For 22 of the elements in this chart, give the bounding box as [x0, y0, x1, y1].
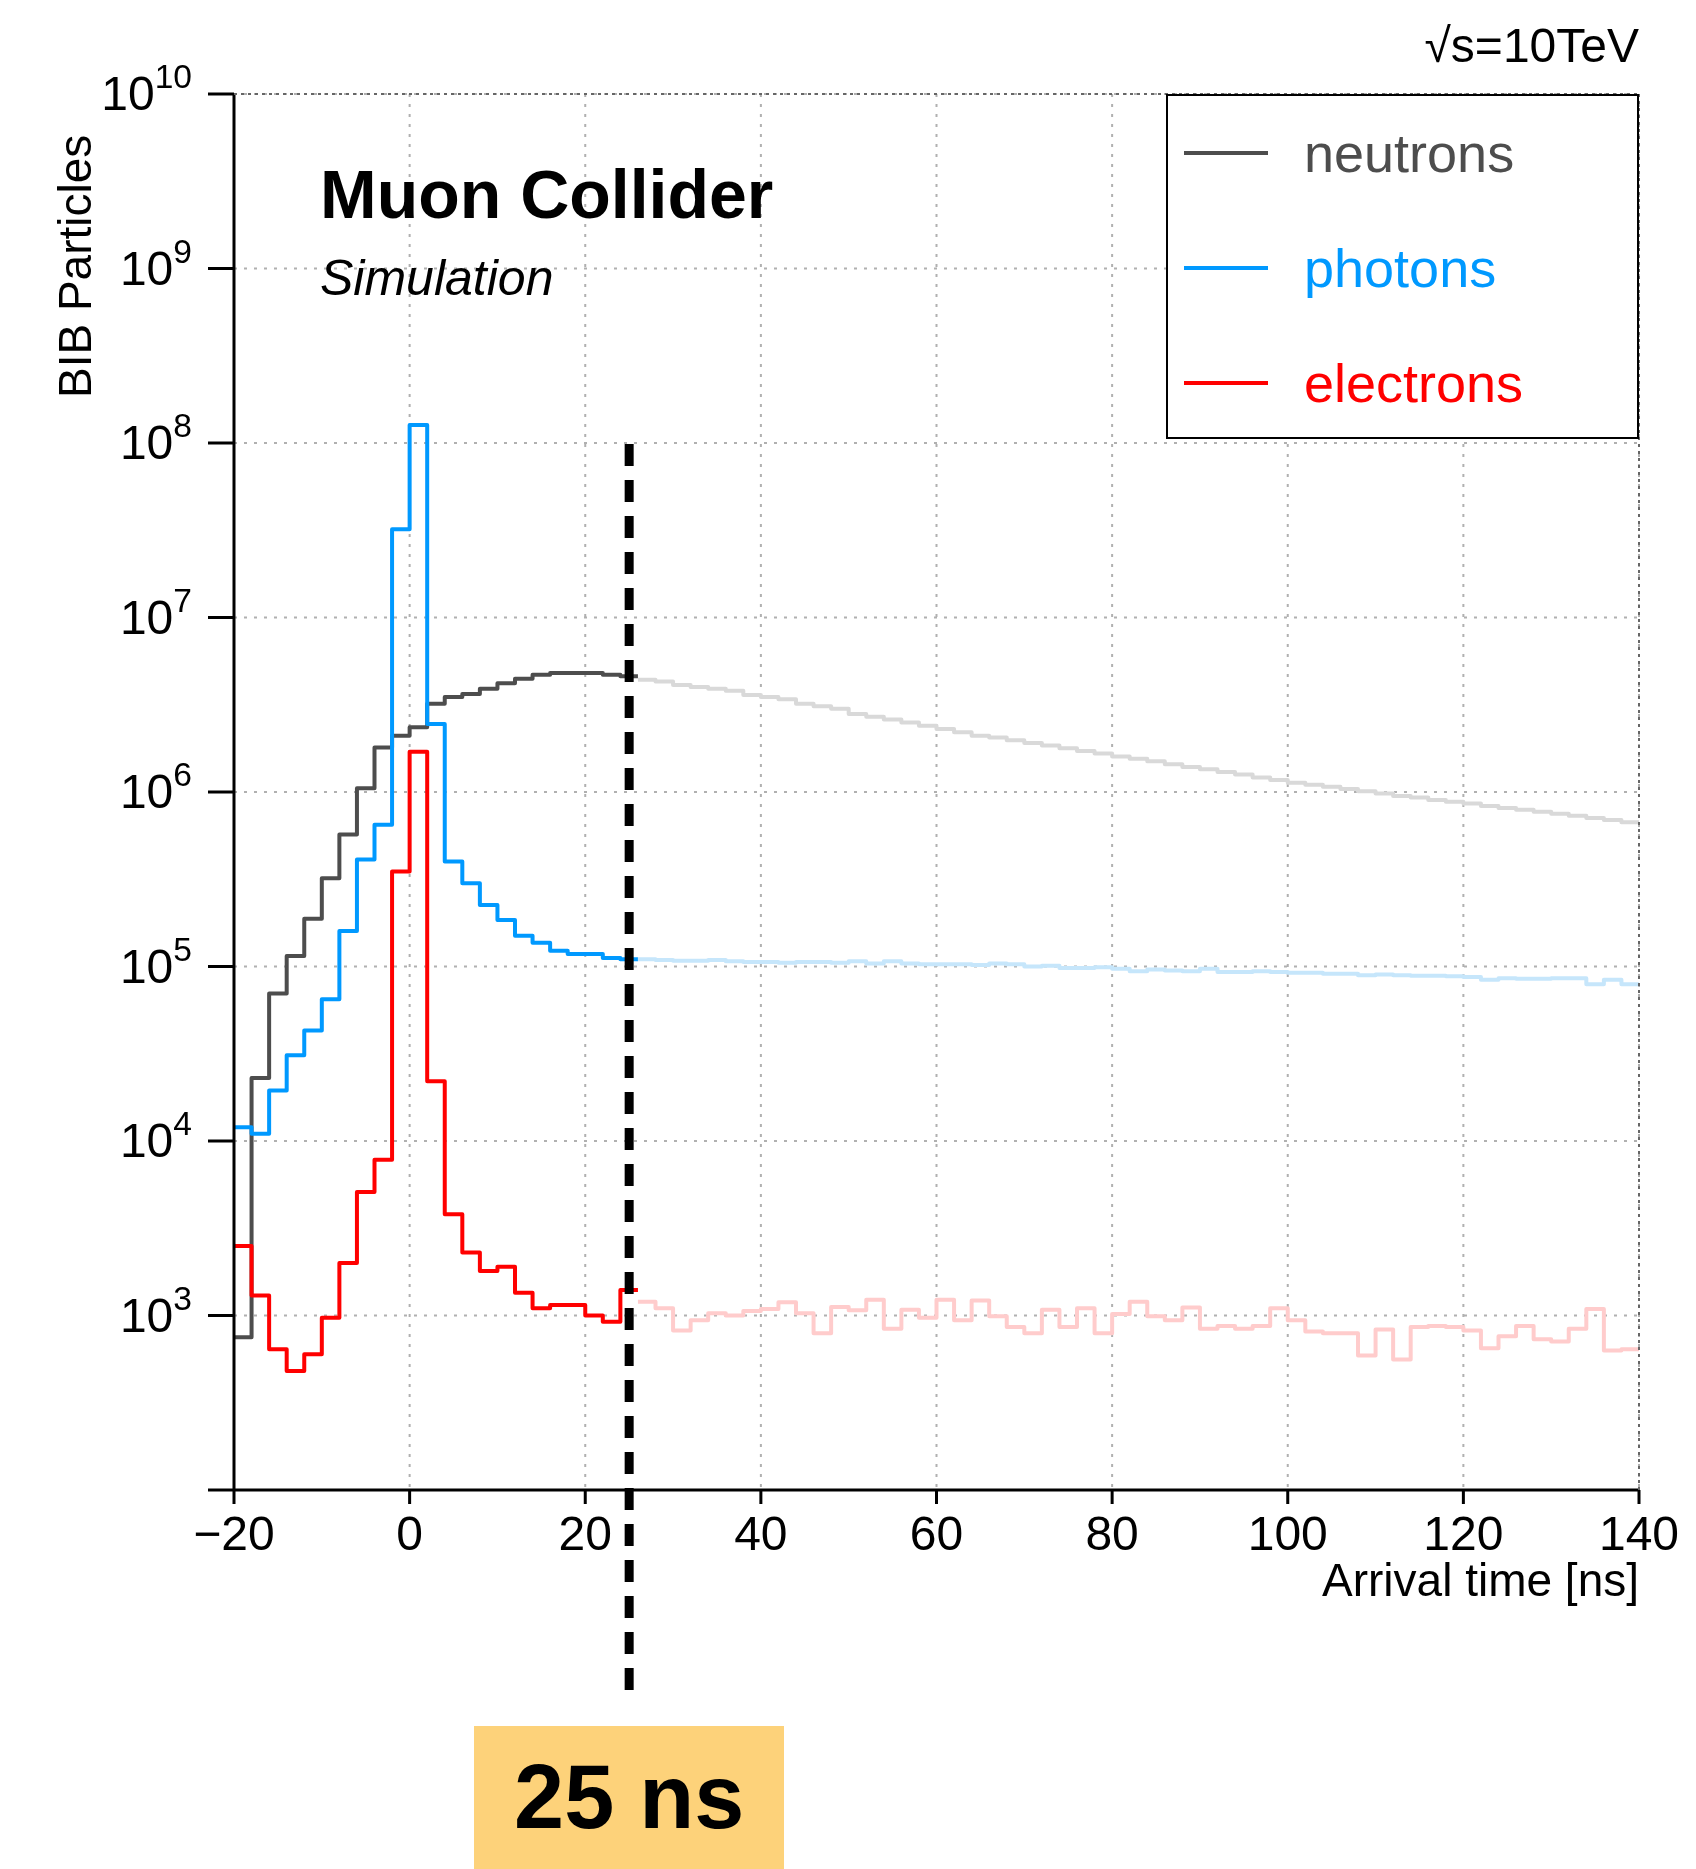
- ref-line-label: 25 ns: [474, 1726, 785, 1869]
- x-tick-label: 80: [1085, 1507, 1139, 1560]
- y-tick-label: 10$^{6}$: [119, 756, 192, 818]
- x-tick-label: 40: [734, 1507, 788, 1560]
- y-tick-label: 10$^{8}$: [119, 407, 192, 469]
- x-tick-label: 60: [909, 1507, 964, 1560]
- annotation: Simulation: [320, 250, 554, 306]
- y-tick-label: 10$^{10}$: [101, 58, 192, 120]
- y-tick-label: 10$^{5}$: [119, 930, 192, 993]
- legend-label: photons: [1304, 238, 1497, 298]
- y-tick-label: 10$^{3}$: [119, 1279, 192, 1342]
- y-tick-label: 10$^{4}$: [119, 1105, 192, 1167]
- y-tick-label: 10$^{7}$: [119, 581, 192, 644]
- y-axis-title: BIB Particles: [49, 134, 101, 398]
- x-tick-label: 0: [396, 1507, 423, 1560]
- text: √s=10TeV: [1424, 19, 1639, 72]
- x-tick-label: 20: [558, 1507, 612, 1560]
- legend-label: electrons: [1304, 353, 1524, 413]
- y-tick-label: 10$^{9}$: [119, 232, 192, 295]
- annotation: Muon Collider: [320, 156, 774, 232]
- legend-label: neutrons: [1304, 123, 1515, 183]
- x-tick-label: −20: [193, 1507, 275, 1560]
